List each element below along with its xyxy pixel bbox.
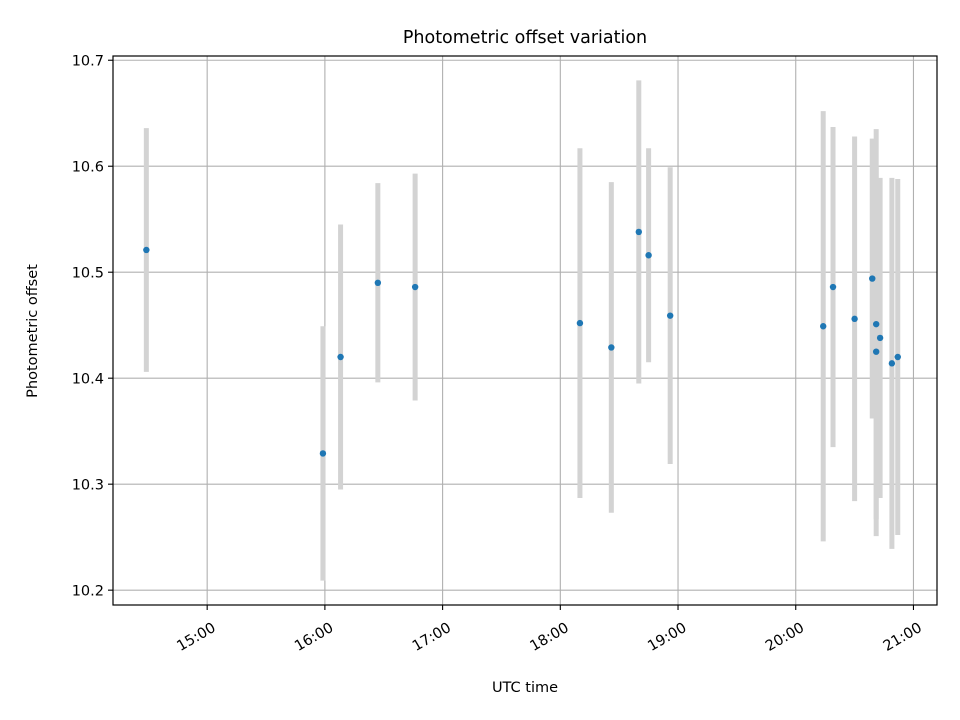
data-points bbox=[143, 228, 901, 457]
data-point bbox=[851, 315, 858, 323]
data-point bbox=[872, 320, 880, 328]
data-point bbox=[872, 348, 880, 355]
y-axis-label: Photometric offset bbox=[25, 264, 41, 398]
y-tick-label: 10.3 bbox=[72, 478, 104, 494]
data-point bbox=[411, 283, 419, 291]
data-point bbox=[894, 353, 901, 361]
data-point bbox=[876, 334, 884, 342]
data-point bbox=[635, 228, 642, 236]
y-tick-label: 10.7 bbox=[72, 54, 104, 70]
data-point bbox=[869, 275, 876, 282]
data-point bbox=[829, 283, 837, 291]
data-point bbox=[888, 360, 896, 367]
x-axis-label: UTC time bbox=[492, 680, 558, 696]
chart-title: Photometric offset variation bbox=[403, 28, 647, 48]
data-point bbox=[645, 252, 652, 259]
y-tick-label: 10.5 bbox=[72, 266, 104, 282]
y-tick-label: 10.4 bbox=[72, 372, 104, 388]
x-tick-label: 19:00 bbox=[645, 620, 689, 655]
data-point bbox=[608, 344, 615, 351]
y-axis-ticks: 10.2 10.3 10.4 10.5 10.6 10.7 bbox=[72, 54, 113, 600]
x-tick-label: 18:00 bbox=[528, 620, 572, 655]
data-point bbox=[143, 246, 150, 254]
data-point bbox=[337, 353, 344, 361]
data-point bbox=[374, 279, 382, 287]
x-tick-label: 21:00 bbox=[881, 620, 925, 655]
plot-frame bbox=[112, 55, 938, 606]
data-point bbox=[576, 319, 584, 327]
x-axis-ticks: 15:00 16:00 17:00 18:00 19:00 20:00 21:00 bbox=[174, 605, 925, 655]
data-point bbox=[319, 450, 327, 457]
grid bbox=[113, 56, 937, 605]
x-tick-label: 16:00 bbox=[292, 620, 336, 655]
y-tick-label: 10.2 bbox=[72, 584, 104, 600]
x-tick-label: 17:00 bbox=[410, 620, 454, 655]
x-tick-label: 15:00 bbox=[174, 620, 218, 655]
y-tick-label: 10.6 bbox=[72, 160, 104, 176]
error-bars bbox=[143, 80, 901, 581]
data-point bbox=[820, 323, 827, 330]
x-tick-label: 20:00 bbox=[763, 620, 807, 655]
data-point bbox=[666, 312, 674, 319]
